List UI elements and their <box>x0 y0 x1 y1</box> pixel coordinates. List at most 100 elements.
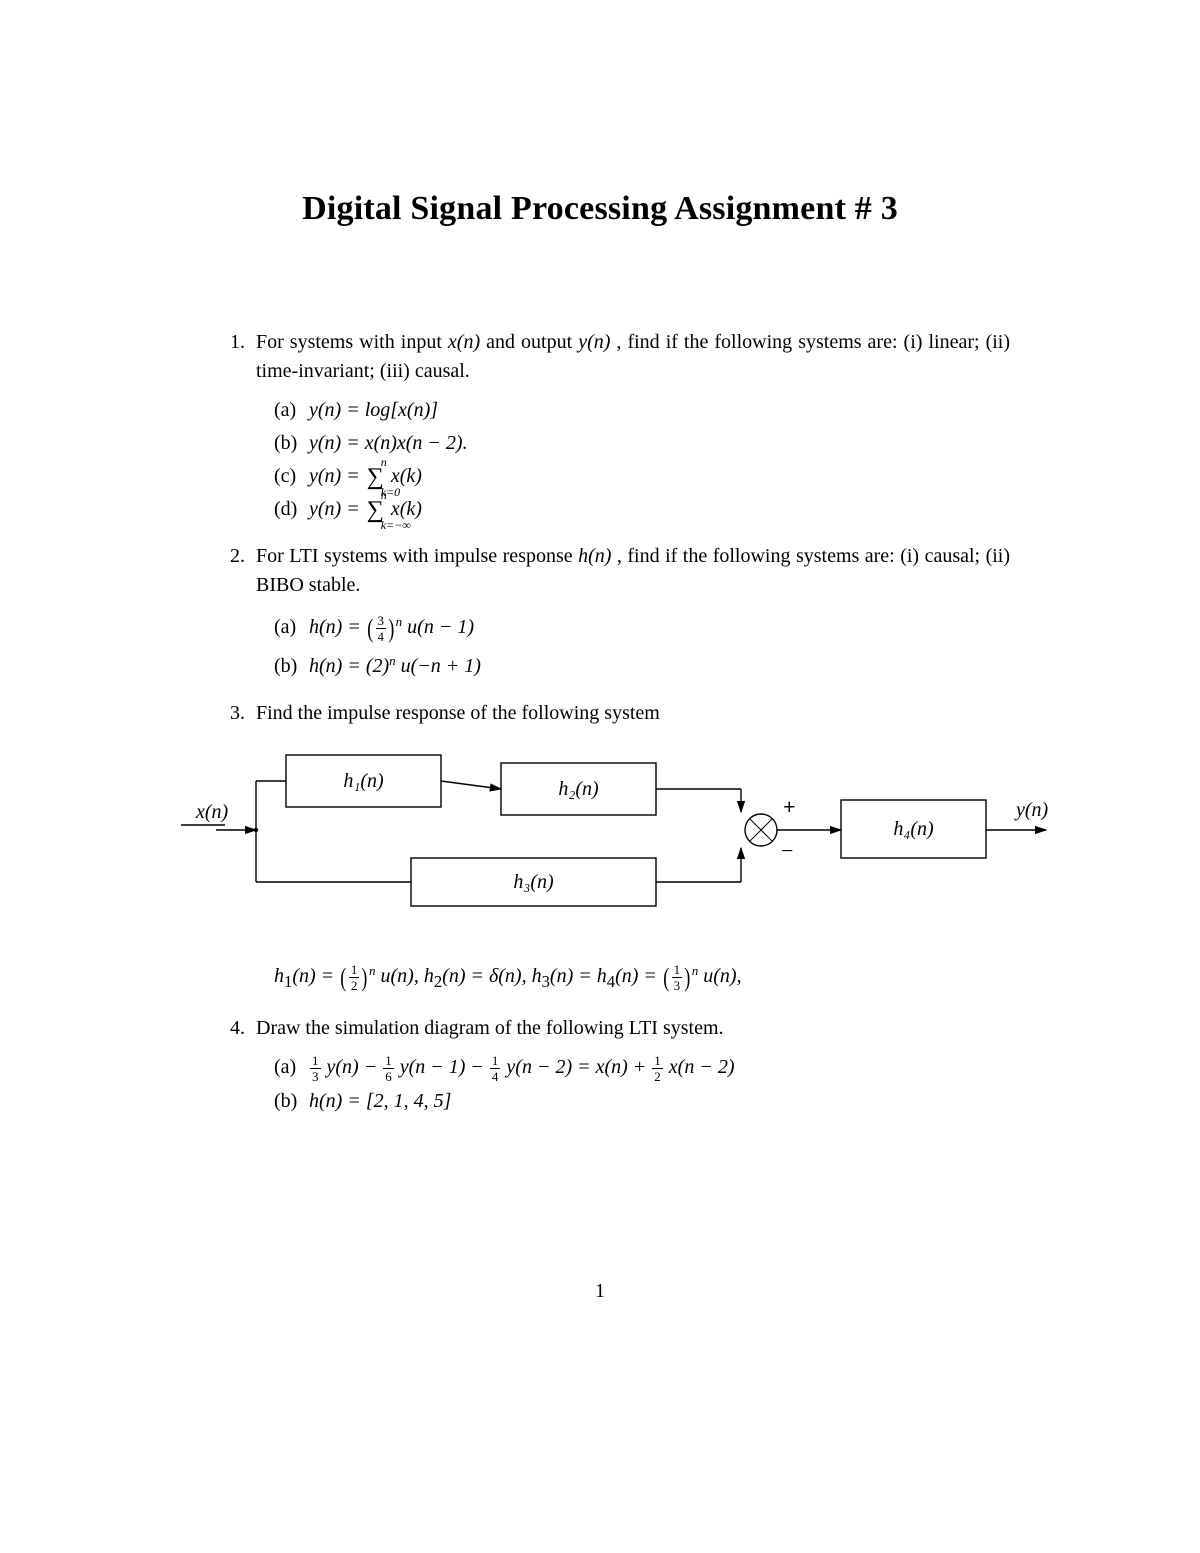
frac-num: 1 <box>652 1054 663 1069</box>
svg-text:y(n): y(n) <box>1014 799 1049 821</box>
q2-a-lead: h(n) = <box>309 616 366 638</box>
document-body: For systems with input x(n) and output y… <box>160 328 1040 1116</box>
q1-subitems: (a) y(n) = log[x(n)] (b) y(n) = x(n)x(n … <box>256 396 1010 524</box>
q2-text-a: For LTI systems with impulse response <box>256 545 578 567</box>
q4-prompt: Draw the simulation diagram of the follo… <box>256 1017 724 1039</box>
q3-m1b: (n) = δ(n), h <box>442 965 541 987</box>
q4-t4: x(n − 2) <box>669 1056 735 1078</box>
q3-e1: (n) = <box>292 965 339 987</box>
q4-a: (a) 13 y(n) − 16 y(n − 1) − 14 y(n − 2) … <box>274 1053 1010 1083</box>
frac-den: 4 <box>490 1069 501 1083</box>
frac-den: 2 <box>652 1069 663 1083</box>
sub-4: 4 <box>607 972 615 991</box>
q1-d-sum: n ∑ k=−∞ <box>367 498 384 522</box>
q3-m1c: (n) = h <box>550 965 607 987</box>
frac-num: 1 <box>490 1054 501 1069</box>
q1-a-eq: y(n) = log[x(n)] <box>309 399 438 421</box>
lparen-icon: ( <box>367 610 373 648</box>
page-title: Digital Signal Processing Assignment # 3 <box>160 190 1040 228</box>
sum-top: n <box>381 489 387 501</box>
q3-exp1: n <box>369 963 376 978</box>
question-2: For LTI systems with impulse response h(… <box>250 542 1010 681</box>
frac-num: 1 <box>672 963 683 978</box>
q3-tail: u(n), <box>703 965 741 987</box>
rparen-icon: ) <box>388 610 394 648</box>
question-3: Find the impulse response of the followi… <box>250 699 1010 997</box>
lparen-icon: ( <box>340 959 346 997</box>
q1-b-eq: y(n) = x(n)x(n − 2). <box>309 432 468 454</box>
sub-3: 3 <box>542 972 550 991</box>
sub-2: 2 <box>434 972 442 991</box>
q1-text-a: For systems with input <box>256 331 448 353</box>
sum-top: n <box>381 456 387 468</box>
q4-f1: 13 <box>310 1054 321 1083</box>
q1-c-tail: x(k) <box>391 465 422 487</box>
q1-yn: y(n) <box>578 331 610 353</box>
frac-num: 1 <box>349 963 360 978</box>
q1-c-sum: n ∑ k=0 <box>367 465 384 489</box>
q4-b-eq: h(n) = [2, 1, 4, 5] <box>309 1090 451 1112</box>
q1-d-lead: y(n) = <box>309 498 365 520</box>
lparen-icon: ( <box>663 959 669 997</box>
q1-c: (c) y(n) = n ∑ k=0 x(k) <box>274 462 1010 491</box>
q3-prompt: Find the impulse response of the followi… <box>256 702 660 724</box>
svg-text:h₄(n): h₄(n) <box>893 818 934 840</box>
q2-a-exp: n <box>396 614 403 629</box>
label-a: (a) <box>274 396 304 425</box>
frac-num: 3 <box>376 614 387 629</box>
svg-text:−: − <box>781 838 793 863</box>
page-number: 1 <box>0 1280 1200 1303</box>
q2-b-exp: n <box>389 653 396 668</box>
question-1: For systems with input x(n) and output y… <box>250 328 1010 524</box>
svg-text:h₁(n): h₁(n) <box>343 770 384 792</box>
page: Digital Signal Processing Assignment # 3… <box>0 0 1200 1553</box>
q2-a: (a) h(n) = (34)n u(n − 1) <box>274 610 1010 648</box>
rparen-icon: ) <box>684 959 690 997</box>
q2-subitems: (a) h(n) = (34)n u(n − 1) (b) h(n) = (2)… <box>256 610 1010 681</box>
block-diagram-svg: x(n)h₁(n)h₂(n)h₃(n)h₄(n)+−y(n) <box>181 740 1061 940</box>
q1-a: (a) y(n) = log[x(n)] <box>274 396 1010 425</box>
label-a: (a) <box>274 613 304 642</box>
frac-num: 1 <box>383 1054 394 1069</box>
q2-b-tail: u(−n + 1) <box>401 655 481 677</box>
block-diagram: x(n)h₁(n)h₂(n)h₃(n)h₄(n)+−y(n) <box>181 740 1061 949</box>
label-d: (d) <box>274 495 304 524</box>
q3-frac1: 12 <box>349 963 360 992</box>
q4-f2: 16 <box>383 1054 394 1083</box>
q3-m1d: (n) = <box>615 965 662 987</box>
sum-bot: k=−∞ <box>381 519 411 531</box>
q3-frac2: 13 <box>672 963 683 992</box>
q1-xn: x(n) <box>448 331 480 353</box>
frac-den: 3 <box>672 978 683 992</box>
q2-a-frac: 34 <box>376 614 387 643</box>
q4-subitems: (a) 13 y(n) − 16 y(n − 1) − 14 y(n − 2) … <box>256 1053 1010 1116</box>
label-b: (b) <box>274 429 304 458</box>
svg-text:h₃(n): h₃(n) <box>513 871 554 893</box>
q4-f4: 12 <box>652 1054 663 1083</box>
q1-text-b: and output <box>486 331 578 353</box>
q4-t1: y(n) − <box>327 1056 383 1078</box>
q4-t3: y(n − 2) = x(n) + <box>506 1056 651 1078</box>
frac-den: 4 <box>376 629 387 643</box>
rparen-icon: ) <box>362 959 368 997</box>
question-list: For systems with input x(n) and output y… <box>220 328 1010 1116</box>
q2-a-tail: u(n − 1) <box>407 616 474 638</box>
q1-d-tail: x(k) <box>391 498 422 520</box>
q1-b: (b) y(n) = x(n)x(n − 2). <box>274 429 1010 458</box>
q1-d: (d) y(n) = n ∑ k=−∞ x(k) <box>274 495 1010 524</box>
frac-den: 6 <box>383 1069 394 1083</box>
label-a: (a) <box>274 1053 304 1082</box>
frac-den: 2 <box>349 978 360 992</box>
q4-f3: 14 <box>490 1054 501 1083</box>
label-c: (c) <box>274 462 304 491</box>
q4-t2: y(n − 1) − <box>400 1056 489 1078</box>
label-b: (b) <box>274 652 304 681</box>
frac-num: 1 <box>310 1054 321 1069</box>
question-4: Draw the simulation diagram of the follo… <box>250 1014 1010 1116</box>
q3-m1: u(n), h <box>381 965 434 987</box>
q2-b: (b) h(n) = (2)n u(−n + 1) <box>274 652 1010 681</box>
svg-text:x(n): x(n) <box>195 801 229 823</box>
label-b: (b) <box>274 1087 304 1116</box>
q2-b-lead: h(n) = (2) <box>309 655 389 677</box>
q4-b: (b) h(n) = [2, 1, 4, 5] <box>274 1087 1010 1116</box>
